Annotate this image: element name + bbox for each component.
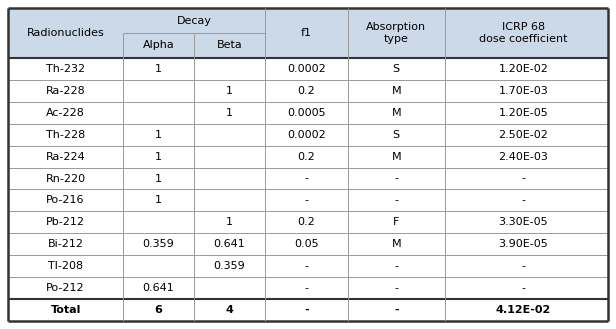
- Text: 0.2: 0.2: [298, 152, 315, 162]
- Text: Radionuclides: Radionuclides: [26, 28, 105, 38]
- Text: M: M: [391, 152, 401, 162]
- Text: 2.40E-03: 2.40E-03: [498, 152, 548, 162]
- Text: Alpha: Alpha: [143, 40, 174, 50]
- Text: 0.2: 0.2: [298, 217, 315, 227]
- Text: 1: 1: [226, 217, 233, 227]
- Text: -: -: [521, 283, 525, 293]
- Text: Bi-212: Bi-212: [47, 239, 84, 249]
- Text: -: -: [394, 173, 398, 184]
- Text: 0.359: 0.359: [143, 239, 174, 249]
- Text: Po-216: Po-216: [46, 195, 85, 205]
- Text: Decay: Decay: [177, 15, 211, 26]
- Text: Total: Total: [51, 305, 81, 315]
- Bar: [8, 102, 608, 124]
- Text: 0.0002: 0.0002: [287, 64, 326, 74]
- Text: 4: 4: [225, 305, 233, 315]
- Text: 1: 1: [155, 64, 162, 74]
- Text: 0.641: 0.641: [143, 283, 174, 293]
- Text: f1: f1: [301, 28, 312, 38]
- Text: -: -: [521, 261, 525, 271]
- Text: M: M: [391, 239, 401, 249]
- Text: Ra-224: Ra-224: [46, 152, 86, 162]
- Text: -: -: [521, 195, 525, 205]
- Text: 0.2: 0.2: [298, 86, 315, 96]
- Text: 1.20E-02: 1.20E-02: [498, 64, 548, 74]
- Text: S: S: [392, 130, 400, 140]
- Text: 4.12E-02: 4.12E-02: [496, 305, 551, 315]
- Bar: [8, 146, 608, 167]
- Text: 3.30E-05: 3.30E-05: [498, 217, 548, 227]
- Text: Po-212: Po-212: [46, 283, 85, 293]
- Text: -: -: [304, 283, 308, 293]
- Text: Ra-228: Ra-228: [46, 86, 86, 96]
- Text: 0.05: 0.05: [294, 239, 318, 249]
- Text: ICRP 68
dose coefficient: ICRP 68 dose coefficient: [479, 22, 568, 44]
- Text: 0.0005: 0.0005: [287, 108, 325, 118]
- Text: Ac-228: Ac-228: [46, 108, 85, 118]
- Text: 6: 6: [155, 305, 163, 315]
- Text: Rn-220: Rn-220: [46, 173, 86, 184]
- Text: 1: 1: [155, 152, 162, 162]
- Text: 1.20E-05: 1.20E-05: [498, 108, 548, 118]
- Bar: [8, 255, 608, 277]
- Text: -: -: [394, 261, 398, 271]
- Text: Pb-212: Pb-212: [46, 217, 85, 227]
- Text: M: M: [391, 108, 401, 118]
- Text: -: -: [304, 305, 309, 315]
- Text: 1: 1: [155, 130, 162, 140]
- Text: 1: 1: [226, 86, 233, 96]
- Text: 2.50E-02: 2.50E-02: [498, 130, 548, 140]
- Text: S: S: [392, 64, 400, 74]
- Text: -: -: [521, 173, 525, 184]
- Bar: [8, 80, 608, 102]
- Text: Absorption
type: Absorption type: [366, 22, 426, 44]
- Text: 0.0002: 0.0002: [287, 130, 326, 140]
- Text: Beta: Beta: [217, 40, 242, 50]
- Text: 1.70E-03: 1.70E-03: [498, 86, 548, 96]
- Text: -: -: [304, 261, 308, 271]
- Text: 0.359: 0.359: [214, 261, 245, 271]
- Text: F: F: [393, 217, 399, 227]
- Text: 1: 1: [226, 108, 233, 118]
- Text: M: M: [391, 86, 401, 96]
- Text: Th-232: Th-232: [46, 64, 85, 74]
- Text: -: -: [304, 173, 308, 184]
- Text: 3.90E-05: 3.90E-05: [498, 239, 548, 249]
- Text: Th-228: Th-228: [46, 130, 85, 140]
- Bar: [8, 58, 608, 80]
- Bar: [8, 167, 608, 190]
- Text: Tl-208: Tl-208: [48, 261, 83, 271]
- Bar: [8, 233, 608, 255]
- Text: 1: 1: [155, 173, 162, 184]
- Text: -: -: [394, 195, 398, 205]
- Text: 1: 1: [155, 195, 162, 205]
- Bar: [8, 124, 608, 146]
- Bar: [8, 212, 608, 233]
- Bar: [8, 299, 608, 321]
- Text: -: -: [394, 305, 399, 315]
- Bar: [8, 190, 608, 212]
- Text: -: -: [304, 195, 308, 205]
- Bar: [8, 277, 608, 299]
- Bar: [8, 8, 608, 58]
- Text: -: -: [394, 283, 398, 293]
- Text: 0.641: 0.641: [214, 239, 245, 249]
